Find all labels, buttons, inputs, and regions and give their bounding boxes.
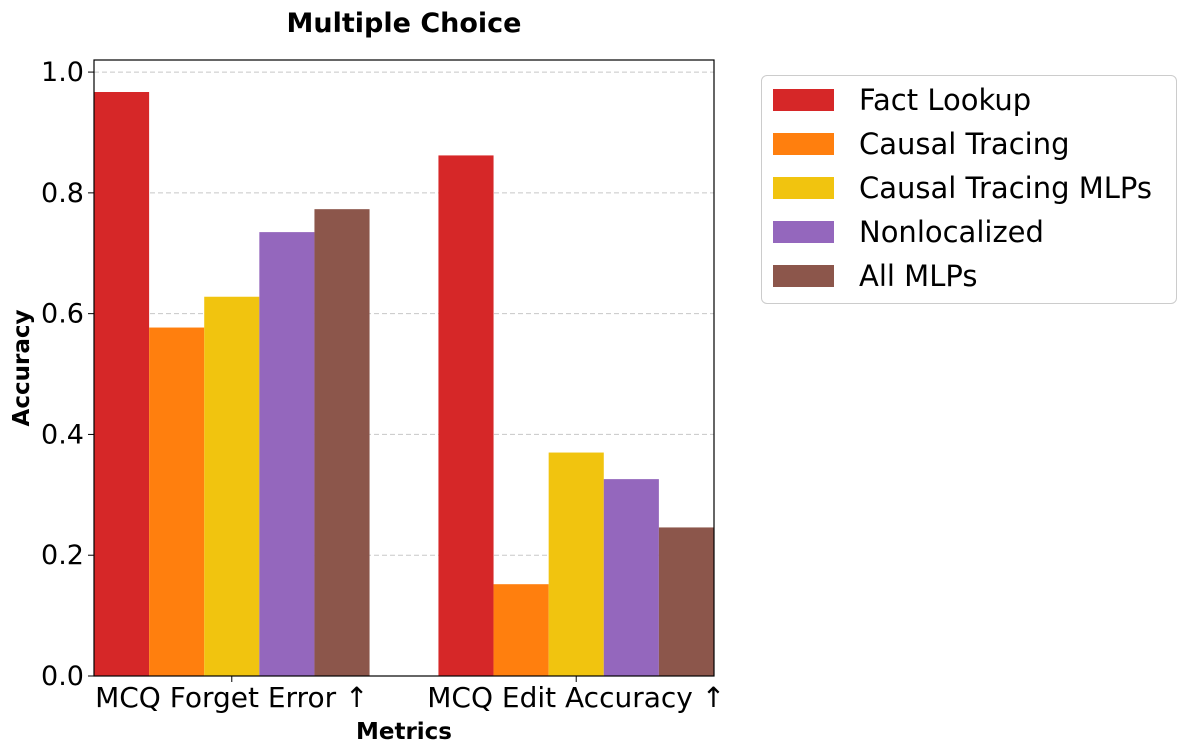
bar-nonlocalized — [603, 479, 659, 676]
y-axis-label: Accuracy — [9, 310, 35, 427]
bar-causal-tracing — [493, 584, 549, 676]
x-tick-label: MCQ Forget Error ↑ — [95, 681, 368, 714]
bar-fact-lookup — [94, 92, 150, 677]
legend-swatch — [773, 177, 834, 199]
legend-item: Fact Lookup — [773, 82, 1031, 118]
bar-causal-tracing-mlps — [204, 296, 260, 676]
legend: Fact Lookup Causal Tracing Causal Tracin… — [761, 75, 1177, 304]
legend-label: Fact Lookup — [859, 83, 1032, 117]
plot-frame — [93, 59, 715, 677]
bar-causal-tracing-mlps — [548, 452, 604, 676]
y-tick-label: 0.4 — [41, 419, 84, 450]
bar-all-mlps — [658, 527, 714, 676]
bar-nonlocalized — [259, 232, 315, 676]
legend-swatch — [773, 221, 834, 243]
x-axis-ticks: MCQ Forget Error ↑ MCQ Edit Accuracy ↑ — [95, 676, 725, 714]
legend-label: Causal Tracing MLPs — [859, 171, 1152, 205]
legend-swatch — [773, 133, 834, 155]
legend-swatch — [773, 89, 834, 111]
bar-all-mlps — [314, 209, 370, 676]
legend-label: Causal Tracing — [859, 127, 1070, 161]
y-tick-label: 0.2 — [41, 540, 84, 571]
bar-fact-lookup — [438, 155, 494, 676]
legend-item: Causal Tracing — [773, 126, 1070, 162]
legend-item: Nonlocalized — [773, 214, 1044, 250]
bar-causal-tracing — [149, 327, 205, 676]
y-tick-label: 0.8 — [41, 178, 84, 209]
chart-title: Multiple Choice — [287, 8, 522, 39]
y-axis-ticks: 0.0 0.2 0.4 0.6 0.8 1.0 — [41, 57, 94, 692]
y-tick-label: 1.0 — [41, 57, 84, 88]
y-tick-label: 0.6 — [41, 299, 84, 330]
legend-item: Causal Tracing MLPs — [773, 170, 1152, 206]
legend-swatch — [773, 265, 834, 287]
x-axis-label: Metrics — [356, 719, 452, 745]
bars — [94, 92, 714, 677]
legend-label: Nonlocalized — [859, 215, 1044, 249]
legend-label: All MLPs — [859, 259, 978, 293]
legend-item: All MLPs — [773, 258, 977, 294]
y-tick-label: 0.0 — [41, 661, 84, 692]
x-tick-label: MCQ Edit Accuracy ↑ — [427, 681, 725, 714]
